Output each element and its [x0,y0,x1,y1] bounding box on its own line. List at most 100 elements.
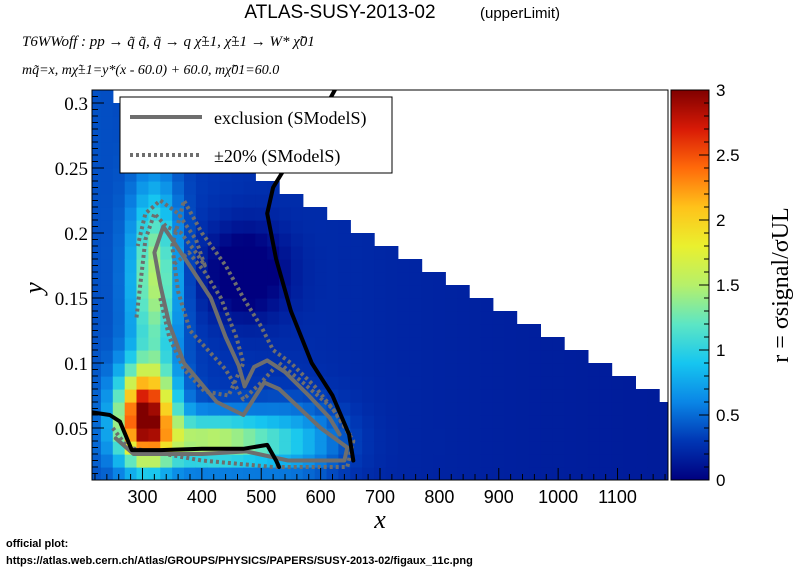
heatmap-cell [136,259,149,273]
heatmap-cell [124,259,138,273]
heatmap-cell [267,467,280,480]
heatmap-cell [160,454,173,468]
heatmap-cell [219,233,233,247]
heatmap-cell [397,441,411,455]
heatmap-cell [421,441,435,455]
heatmap-cell [314,285,328,299]
heatmap-cell [362,337,375,351]
heatmap-cell [100,259,114,273]
heatmap-cell [136,194,149,208]
heatmap-cell [409,454,423,468]
heatmap-cell [374,376,387,390]
heatmap-cell [457,402,470,416]
heatmap-cell [100,103,114,117]
heatmap-cell [409,337,423,351]
heatmap-cell [124,207,138,221]
heatmap-cell [243,415,256,429]
heatmap-cell [255,233,268,247]
heatmap-cell [469,311,482,325]
heatmap-cell [112,402,126,416]
heatmap-cell [314,246,328,260]
heatmap-cell [659,454,668,468]
smodels-band-curve [111,198,356,469]
heatmap-cell [421,298,435,312]
heatmap-cell [445,441,458,455]
heatmap-cell [207,363,221,377]
heatmap-cell [100,350,114,364]
heatmap-cell [374,246,387,260]
heatmap-cell [587,428,601,442]
heatmap-cell [243,337,256,351]
heatmap-cell [564,376,577,390]
heatmap-cell [195,415,209,429]
heatmap-cell [647,454,660,468]
heatmap-cell [112,324,126,338]
heatmap-cell [611,415,625,429]
heatmap-cell [504,415,518,429]
heatmap-cell [362,402,375,416]
heatmap-cell [457,454,470,468]
heatmap-cell [374,454,387,468]
heatmap-cell [552,402,565,416]
heatmap-cell [540,402,553,416]
heatmap-cell [433,363,446,377]
heatmap-cell [338,363,351,377]
heatmap-cell [243,233,256,247]
heatmap-cell [421,402,435,416]
heatmap-cell [409,298,423,312]
heatmap-cell [564,350,577,364]
heatmap-cell [231,415,244,429]
x-tick-label: 300 [127,487,157,507]
heatmap-cell [528,402,541,416]
heatmap-cell [195,428,209,442]
heatmap-cell [480,337,494,351]
heatmap-cell [195,402,209,416]
heatmap-cell [112,285,126,299]
heatmap-cell [255,194,268,208]
process-description: T6WWoff : pp → q̃ q̃, q̃ → q χ̃±1, χ̃±1 … [22,34,315,50]
heatmap-cell [564,454,577,468]
heatmap-cell [326,246,340,260]
heatmap-cell [433,454,446,468]
heatmap-cell [647,415,660,429]
heatmap-cell [207,220,221,234]
heatmap-cell [302,207,316,221]
heatmap-cell [136,337,149,351]
heatmap-cell [576,402,589,416]
heatmap-cell [457,350,470,364]
heatmap-cell [136,415,149,429]
heatmap-cell [255,402,268,416]
heatmap-cell [433,298,446,312]
footer-url[interactable]: https://atlas.web.cern.ch/Atlas/GROUPS/P… [6,555,473,567]
color-scale-tick-label: 2.5 [716,146,740,165]
footer-label: official plot: [6,538,69,550]
heatmap-cell [564,389,577,403]
heatmap-cell [136,311,149,325]
heatmap-cell [552,454,565,468]
y-axis: 0.05 0.1 0.15 0.2 0.25 0.3 [55,94,104,474]
heatmap-cell [374,441,387,455]
heatmap-cell [195,233,209,247]
heatmap-cell [290,350,304,364]
heatmap-cell [338,220,351,234]
heatmap-cell [457,324,470,338]
heatmap-cell [231,220,244,234]
x-tick-label: 700 [365,487,395,507]
heatmap-cell [290,220,304,234]
heatmap-cell [279,324,292,338]
heatmap-cell [492,454,506,468]
heatmap-cell [397,428,411,442]
heatmap-cell [100,220,114,234]
y-tick-label: 0.1 [64,354,88,375]
heatmap-cell [374,298,387,312]
heatmap-cell [207,194,221,208]
heatmap-cell [659,415,668,429]
heatmap-cell [362,363,375,377]
heatmap-cell [385,467,399,480]
heatmap-cell [421,376,435,390]
heatmap-cell [112,207,126,221]
heatmap-cell [100,376,114,390]
chart-title: ATLAS-SUSY-2013-02 [244,2,435,23]
heatmap-cell [397,324,411,338]
heatmap-cell [397,272,411,286]
